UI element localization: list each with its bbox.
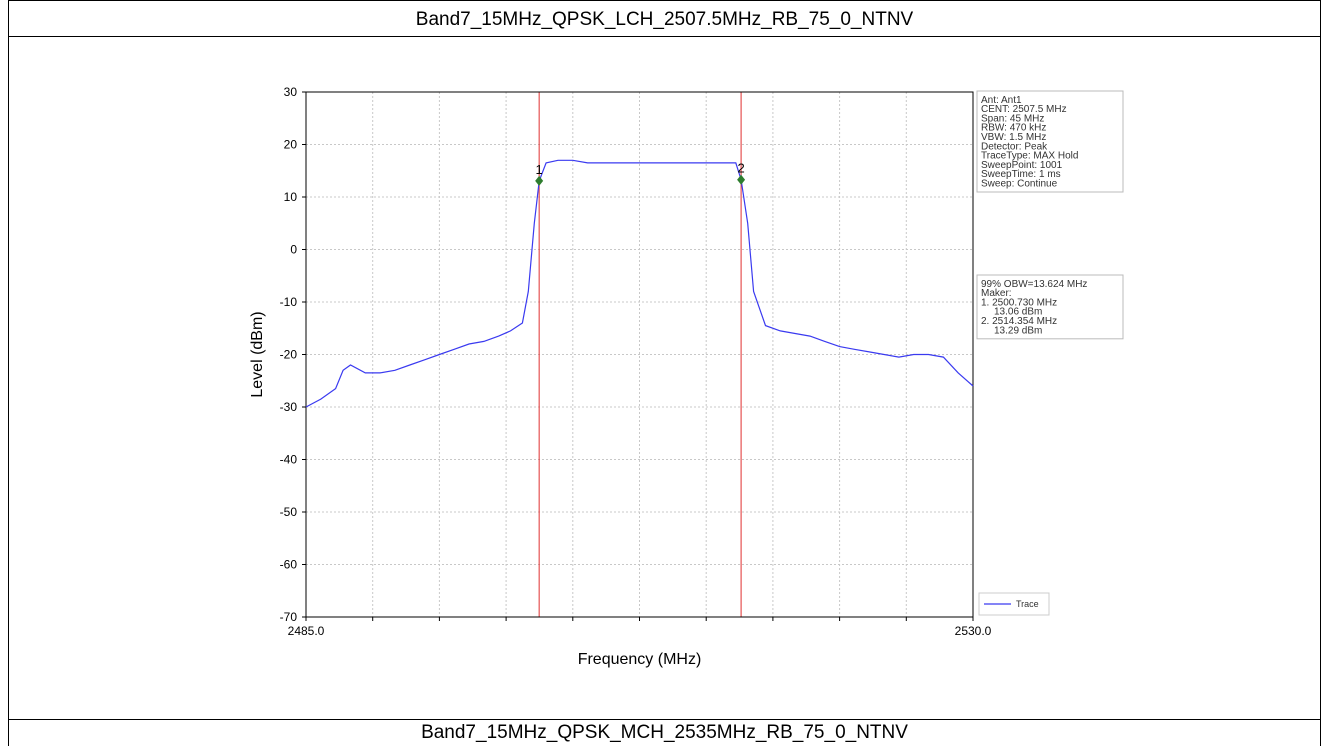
y-tick-label: -50 (280, 505, 298, 519)
frame-top-border (8, 0, 1321, 1)
y-tick-label: -40 (280, 453, 298, 467)
info-box-line: SweepPoint: 1001 (981, 160, 1063, 171)
y-tick-label: 0 (290, 243, 297, 257)
frame-divider-top (8, 36, 1321, 37)
trace-layer (305, 159, 974, 408)
page-frame: Band7_15MHz_QPSK_LCH_2507.5MHz_RB_75_0_N… (8, 0, 1321, 746)
y-tick-label: -10 (280, 295, 298, 309)
y-axis-label: Level (dBm) (249, 311, 266, 397)
info-box-line: Detector: Peak (981, 141, 1048, 152)
marker-number-2: 2 (737, 161, 744, 176)
marker-point-2 (737, 174, 746, 185)
obw-box-line: 13.29 dBm (994, 325, 1042, 336)
obw-box-line: Maker: (981, 288, 1012, 299)
grid-layer (305, 91, 974, 618)
y-tick-label: -30 (280, 400, 298, 414)
marker-point-1 (535, 175, 544, 186)
y-tick-label: 10 (284, 190, 298, 204)
info-box-line: SweepTime: 1 ms (981, 169, 1061, 180)
y-tick-label: 20 (284, 138, 298, 152)
x-axis-label: Frequency (MHz) (578, 651, 702, 668)
info-box-line: VBW: 1.5 MHz (981, 132, 1046, 143)
marker-number-1: 1 (536, 162, 543, 177)
legend-label: Trace (1016, 599, 1039, 609)
info-box-line: Sweep: Continue (981, 179, 1058, 190)
x-tick-label: 2485.0 (288, 624, 325, 638)
obw-box-border (976, 274, 1124, 340)
bottom-caption: Band7_15MHz_QPSK_MCH_2535MHz_RB_75_0_NTN… (421, 722, 908, 743)
info-box-line: CENT: 2507.5 MHz (981, 104, 1067, 115)
frame-divider-bottom (8, 719, 1321, 720)
y-tick-label: 30 (284, 85, 298, 99)
frame-left-border (8, 0, 9, 746)
y-tick-label: -70 (280, 610, 298, 624)
info-box-line: TraceType: MAX Hold (981, 151, 1078, 162)
frame-right-border (1320, 0, 1321, 746)
info-box-line: RBW: 470 kHz (981, 123, 1046, 134)
legend-box (978, 592, 1050, 616)
obw-box-line: 13.06 dBm (994, 307, 1042, 318)
legend: Trace (978, 592, 1050, 616)
trace-series-line (305, 159, 974, 408)
obw-box-line: 2. 2514.354 MHz (981, 316, 1057, 327)
y-tick-label: -60 (280, 558, 298, 572)
obw-box-line: 1. 2500.730 MHz (981, 297, 1057, 308)
obw-box-line: 99% OBW=13.624 MHz (981, 279, 1087, 290)
info-box-border (976, 90, 1124, 193)
x-tick-label: 2530.0 (955, 624, 992, 638)
top-caption: Band7_15MHz_QPSK_LCH_2507.5MHz_RB_75_0_N… (415, 9, 914, 30)
info-box-line: Ant: Ant1 (981, 95, 1022, 106)
info-box-line: Span: 45 MHz (981, 113, 1044, 124)
y-tick-label: -20 (280, 348, 298, 362)
